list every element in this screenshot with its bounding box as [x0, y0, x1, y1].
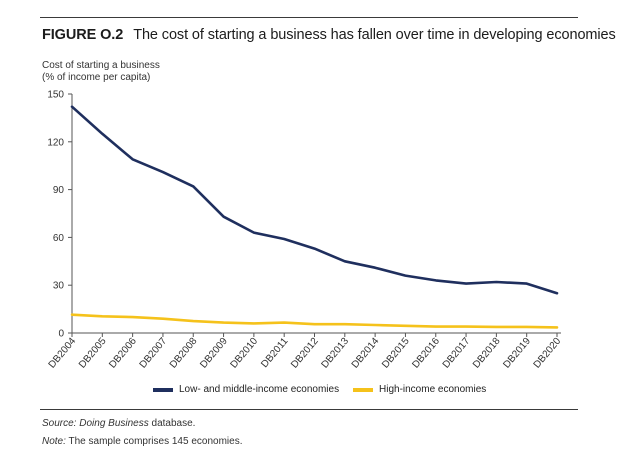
chart-axes	[71, 94, 561, 334]
y-tick-label: 150	[47, 90, 64, 101]
note-label: Note:	[42, 436, 66, 447]
note-text: The sample comprises 145 economies.	[65, 436, 243, 447]
y-axis-label-line2: (% of income per capita)	[42, 72, 151, 83]
x-tick-label: DB2017	[441, 336, 473, 371]
y-tick-label: 90	[53, 185, 65, 196]
top-rule	[40, 17, 578, 18]
figure-title-text: The cost of starting a business has fall…	[133, 27, 616, 43]
x-tick-label: DB2011	[259, 336, 290, 371]
legend-item-high: High-income economies	[353, 384, 486, 395]
x-tick-label: DB2008	[168, 336, 200, 371]
x-ticks: DB2004DB2005DB2006DB2007DB2008DB2009DB20…	[47, 333, 564, 371]
x-tick-label: DB2010	[229, 336, 261, 371]
x-tick-label: DB2005	[77, 336, 109, 371]
chart-series	[70, 105, 559, 329]
series-line-low-middle-income	[70, 105, 559, 295]
y-tick-label: 60	[53, 233, 65, 244]
x-tick-label: DB2019	[501, 336, 533, 371]
source-rest: database.	[148, 418, 196, 429]
y-axis-label-line1: Cost of starting a business	[42, 60, 160, 71]
bottom-rule	[40, 409, 578, 410]
x-tick-label: DB2018	[471, 336, 503, 371]
source-label: Source:	[42, 418, 77, 429]
footnote: Note: The sample comprises 145 economies…	[42, 436, 242, 447]
x-tick-label: DB2014	[350, 336, 382, 371]
figure-label: FIGURE O.2	[42, 27, 124, 43]
y-tick-label: 120	[47, 137, 64, 148]
source-name: Doing Business	[79, 418, 149, 429]
figure-title: FIGURE O.2 The cost of starting a busines…	[42, 27, 616, 43]
x-tick-label: DB2020	[532, 336, 564, 371]
x-tick-label: DB2012	[289, 336, 321, 371]
x-tick-label: DB2006	[107, 336, 139, 371]
legend-swatch-high	[353, 387, 373, 392]
legend-label-high: High-income economies	[379, 384, 487, 395]
x-tick-label: DB2015	[380, 336, 412, 371]
legend-item-low-middle: Low- and middle-income economies	[153, 384, 339, 395]
x-tick-label: DB2007	[138, 336, 170, 371]
x-tick-label: DB2016	[410, 336, 442, 371]
x-tick-label: DB2009	[198, 336, 230, 371]
legend-swatch-low-middle	[153, 387, 173, 392]
series-line-high-income	[70, 313, 559, 329]
x-tick-label: DB2004	[47, 336, 79, 371]
x-tick-label: DB2013	[319, 336, 351, 371]
y-ticks: 0 30 60 90 120 150	[47, 90, 72, 340]
y-tick-label: 30	[53, 281, 65, 292]
legend-label-low-middle: Low- and middle-income economies	[179, 384, 340, 395]
y-tick-label: 0	[58, 329, 64, 340]
source-note: Source: Doing Business database.	[42, 418, 195, 429]
